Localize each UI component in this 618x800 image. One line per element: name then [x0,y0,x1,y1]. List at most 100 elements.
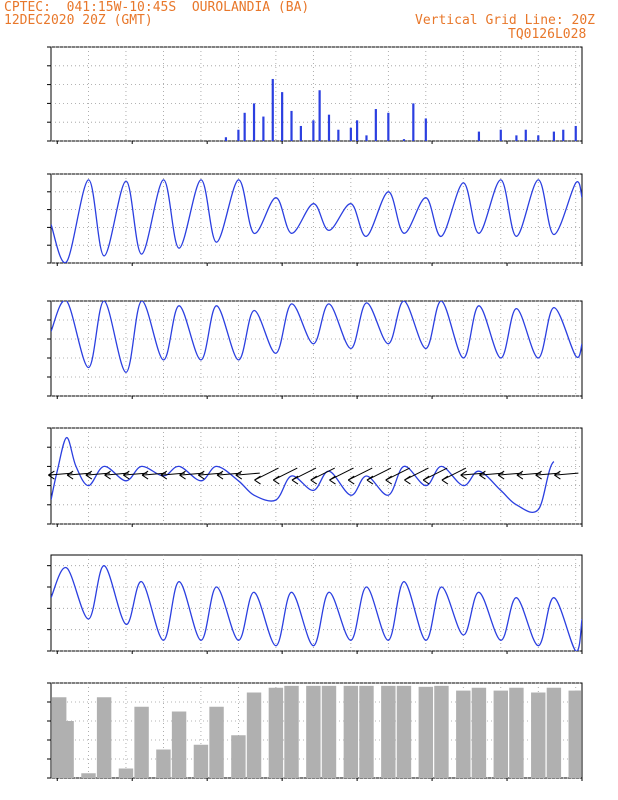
cloud-cover-bar [134,706,149,778]
precipitation-bar [281,92,284,141]
wind-arrow [123,472,148,476]
wind-arrow-head [422,475,430,485]
panel-precip [47,46,583,144]
precipitation-bar [337,129,340,141]
cloud-cover-bar [359,685,374,778]
wind-arrow-head [385,475,392,485]
precipitation-bar [562,129,565,141]
plot-frame [50,173,583,264]
wind-arrow [291,467,317,481]
cloud-cover-bar [306,685,321,778]
wind-arrow-head [104,470,111,480]
wind-arrow [67,472,92,476]
wind-arrow-head [66,470,74,480]
panel-rh [47,300,583,399]
wind-arrow-head [460,470,467,480]
cloud-cover-bar [118,768,134,778]
wind-arrow [254,467,279,481]
precipitation-bar [318,90,321,141]
precipitation-bar [290,110,293,141]
series-line-temp [51,179,582,263]
wind-arrow [198,472,223,476]
panel-wind [47,427,583,527]
precipitation-bar [252,103,256,141]
cloud-cover-bar [268,687,284,778]
precipitation-bar [312,120,315,141]
wind-arrow-head [160,470,168,480]
cloud-cover-bar [343,685,359,778]
wind-arrow [216,472,242,476]
cloud-cover-bar [381,685,396,778]
wind-arrow [366,467,392,481]
wind-arrow [498,472,523,476]
header-run-time: 12DEC2020 20Z (GMT) [4,13,153,28]
wind-arrow [385,467,410,481]
cloud-cover-bar [171,711,187,778]
wind-arrow-head [479,470,486,480]
cloud-cover-bar [81,773,96,778]
wind-arrow-head [141,470,149,480]
panel-temp [47,173,583,266]
wind-arrow-head [198,470,205,480]
cloud-cover-bar [456,690,471,778]
plot-frame [50,300,583,397]
precipitation-bar [412,103,415,141]
wind-arrow [516,472,541,476]
wind-arrow-head [347,475,355,485]
wind-arrow [329,467,354,481]
precipitation-bar [552,131,555,141]
wind-arrow-head [516,470,524,480]
plot-frame [50,427,583,525]
precipitation-bar [477,131,481,141]
wind-arrow [479,472,504,476]
cloud-cover-bar [546,687,562,778]
cloud-cover-bar [574,690,581,778]
precipitation-bar [499,129,502,141]
wind-arrow [460,472,485,476]
precipitation-bar [402,139,406,141]
header-grid-line: Vertical Grid Line: 20Z [415,13,596,28]
wind-arrow-head [254,475,261,485]
wind-arrow [422,467,448,481]
precipitation-bar [424,118,427,141]
wind-arrow-head [535,470,542,480]
series-line-rh [51,301,582,373]
wind-arrow [348,467,373,481]
precipitation-bar [299,125,302,141]
series-line-wind [51,436,555,513]
precipitation-bar [524,129,527,141]
panel-cloud [47,682,583,781]
cloud-cover-bar [209,706,224,778]
wind-arrow-head [497,470,505,480]
wind-arrow [554,472,579,476]
wind-arrow [104,472,129,476]
precipitation-bar [537,135,540,141]
wind-arrow-head [179,470,186,480]
precipitation-bar [356,120,359,141]
wind-arrow [404,467,429,481]
wind-arrow-head [85,470,93,480]
precipitation-bar [271,78,274,141]
precipitation-bar [224,137,228,141]
wind-arrow-head [272,475,280,485]
precipitation-bar [574,125,577,141]
cloud-cover-bar [96,697,112,778]
panel-pres [47,554,583,654]
plot-frame [50,554,583,652]
wind-arrow-head [404,475,411,485]
wind-arrow [310,467,335,481]
wind-arrow-head [216,470,224,480]
cloud-cover-bar [321,685,337,778]
wind-arrow-head [48,470,55,480]
precipitation-bar [374,109,377,141]
wind-arrow-head [291,475,299,485]
header-model: TQ0126L028 [508,27,587,42]
wind-arrow-head [366,475,374,485]
header-location: CPTEC: 041:15W-10:45S OUROLANDIA (BA) [4,0,310,15]
cloud-cover-bar [471,687,487,778]
cloud-cover-bar [418,686,434,778]
wind-arrow [235,472,260,476]
cloud-cover-bar [231,735,246,778]
wind-arrow-head [310,475,318,485]
